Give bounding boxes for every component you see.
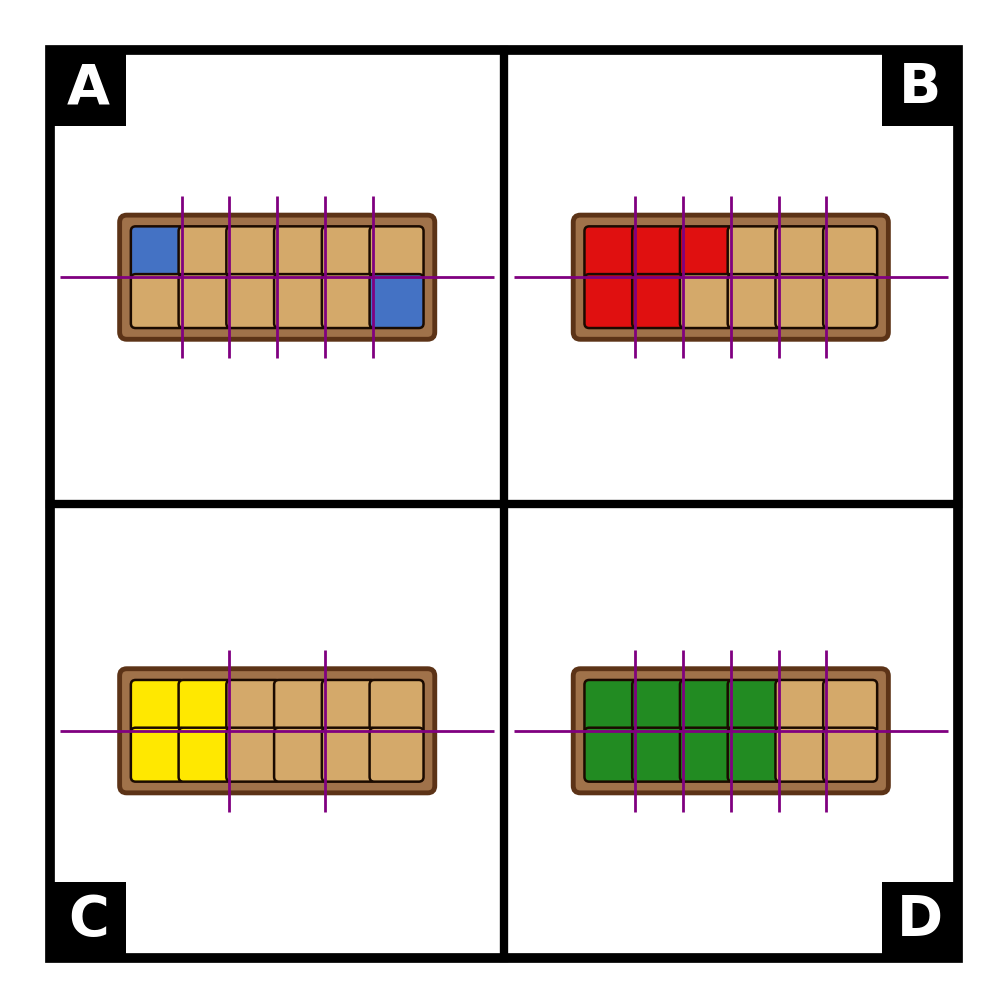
FancyBboxPatch shape (728, 274, 781, 328)
Text: C: C (68, 893, 109, 947)
FancyBboxPatch shape (824, 680, 877, 734)
FancyBboxPatch shape (322, 274, 376, 328)
FancyBboxPatch shape (775, 274, 830, 328)
FancyBboxPatch shape (632, 680, 686, 734)
FancyBboxPatch shape (574, 668, 888, 793)
FancyBboxPatch shape (227, 728, 280, 781)
FancyBboxPatch shape (632, 274, 686, 328)
FancyBboxPatch shape (274, 728, 328, 781)
Text: B: B (899, 61, 940, 115)
Text: D: D (897, 893, 942, 947)
FancyBboxPatch shape (775, 227, 830, 280)
FancyBboxPatch shape (824, 227, 877, 280)
FancyBboxPatch shape (728, 680, 781, 734)
FancyBboxPatch shape (131, 680, 184, 734)
FancyBboxPatch shape (632, 728, 686, 781)
FancyBboxPatch shape (585, 227, 638, 280)
FancyBboxPatch shape (274, 274, 328, 328)
FancyBboxPatch shape (227, 680, 280, 734)
FancyBboxPatch shape (131, 728, 184, 781)
FancyBboxPatch shape (131, 274, 184, 328)
FancyBboxPatch shape (574, 215, 888, 340)
FancyBboxPatch shape (178, 274, 233, 328)
FancyBboxPatch shape (680, 227, 734, 280)
FancyBboxPatch shape (274, 680, 328, 734)
FancyBboxPatch shape (824, 728, 877, 781)
FancyBboxPatch shape (370, 274, 423, 328)
FancyBboxPatch shape (131, 227, 184, 280)
FancyBboxPatch shape (728, 227, 781, 280)
FancyBboxPatch shape (227, 274, 280, 328)
FancyBboxPatch shape (585, 728, 638, 781)
FancyBboxPatch shape (178, 680, 233, 734)
FancyBboxPatch shape (632, 227, 686, 280)
FancyBboxPatch shape (322, 227, 376, 280)
FancyBboxPatch shape (178, 227, 233, 280)
FancyBboxPatch shape (728, 728, 781, 781)
FancyBboxPatch shape (370, 227, 423, 280)
FancyBboxPatch shape (680, 728, 734, 781)
FancyBboxPatch shape (120, 215, 434, 340)
Text: A: A (67, 61, 110, 115)
FancyBboxPatch shape (178, 728, 233, 781)
FancyBboxPatch shape (680, 680, 734, 734)
FancyBboxPatch shape (274, 227, 328, 280)
FancyBboxPatch shape (775, 728, 830, 781)
FancyBboxPatch shape (680, 274, 734, 328)
FancyBboxPatch shape (227, 227, 280, 280)
FancyBboxPatch shape (322, 680, 376, 734)
FancyBboxPatch shape (585, 680, 638, 734)
FancyBboxPatch shape (370, 728, 423, 781)
FancyBboxPatch shape (775, 680, 830, 734)
FancyBboxPatch shape (585, 274, 638, 328)
FancyBboxPatch shape (370, 680, 423, 734)
FancyBboxPatch shape (120, 668, 434, 793)
FancyBboxPatch shape (824, 274, 877, 328)
FancyBboxPatch shape (322, 728, 376, 781)
